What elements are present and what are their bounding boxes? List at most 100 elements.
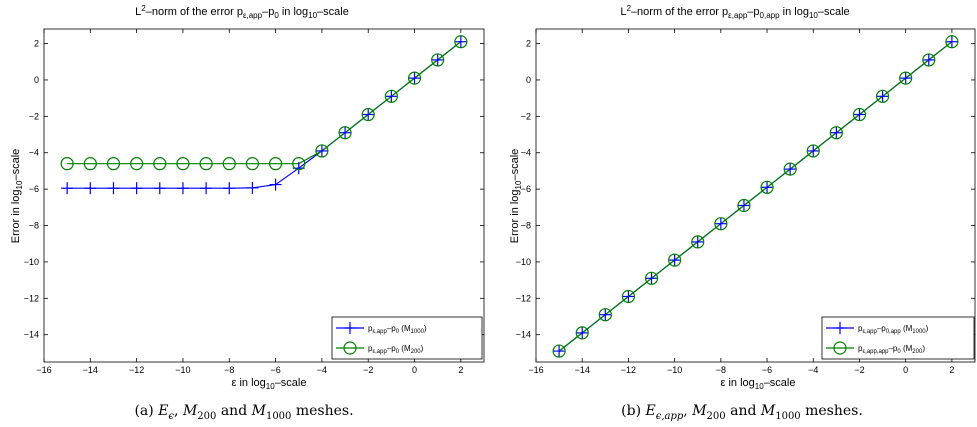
chart-b-series-1-point <box>761 181 774 194</box>
chart-b-xtick-label: −6 <box>762 365 772 375</box>
chart-a-series-1-point <box>269 178 282 191</box>
chart-b-series-1-point <box>599 308 612 321</box>
chart-b-xtick-label: −4 <box>808 365 818 375</box>
chart-b-series-2-line <box>558 41 953 352</box>
chart-a-axes: −16 −14 −12 −10 −8 −6 −4 −2 0 2 2 0 −2 −4 −6 −8 −10 −12 −1… <box>24 28 485 375</box>
chart-a-series-2-point <box>431 53 445 67</box>
chart-b-ytick-label: −14 <box>516 330 531 340</box>
chart-b-series-1-point <box>691 235 704 248</box>
chart-b-xtick-label: −8 <box>716 365 726 375</box>
chart-a-legend-entry-2: pε,app–p0 (M200) <box>368 344 424 355</box>
chart-a-ytick-label: 2 <box>34 39 39 49</box>
chart-b-title: L2–norm of the error pε,app–p0,app in lo… <box>620 4 849 20</box>
chart-a-xtick-label: −10 <box>175 365 190 375</box>
chart-a-series-1-point <box>61 182 74 195</box>
chart-a-series-2-point <box>199 157 213 171</box>
chart-a-series-2-point <box>407 71 422 85</box>
chart-a-series-2-line <box>67 41 462 165</box>
chart-b-ytick-label: −6 <box>521 184 531 194</box>
chart-b-ytick-label: −10 <box>516 257 531 267</box>
chart-b-series-1-point <box>876 90 889 103</box>
chart-b-xtick-label: 2 <box>949 365 954 375</box>
chart-a-ytick-label: 0 <box>34 75 39 85</box>
chart-a-xtick-label: −14 <box>83 365 98 375</box>
chart-a-series-2-point <box>60 157 74 171</box>
chart-a-series <box>60 35 468 195</box>
chart-b-series-2-point <box>621 289 636 304</box>
chart-a-xtick-label: −16 <box>36 365 51 375</box>
chart-a-series-2-point <box>222 157 236 171</box>
chart-a-ylabel: Error in log10–scale <box>10 149 24 244</box>
chart-b: L2–norm of the error pε,app–p0,app in lo… <box>509 4 976 422</box>
chart-a-series-1-point <box>200 182 213 195</box>
chart-b-series-2-point <box>899 71 913 85</box>
chart-b-series-2-point <box>875 89 890 103</box>
chart-a-axes-box <box>43 28 485 363</box>
chart-a-series-2-point <box>454 35 468 49</box>
chart-a-series-1-line <box>67 41 462 189</box>
chart-a-xtick-label: 2 <box>458 365 463 375</box>
chart-a-series-2-point <box>292 157 306 171</box>
chart-a-xtick-label: −12 <box>129 365 144 375</box>
chart-a-series-1-point <box>84 182 97 195</box>
chart-b-series-1-point <box>784 163 797 176</box>
chart-a-series-1-point <box>246 181 259 194</box>
chart-a-legend-sample-2 <box>336 341 364 355</box>
chart-a-series-1-point <box>176 182 189 195</box>
chart-b-series-1-point <box>553 345 566 358</box>
chart-a-series-2-point <box>315 144 329 158</box>
chart-b-series-2-point <box>852 107 867 122</box>
chart-a-xtick-label: −4 <box>317 365 327 375</box>
chart-a-title: L2–norm of the error pε,app–p0 in log10–… <box>135 4 349 20</box>
chart-a-ytick-label: −14 <box>24 330 39 340</box>
chart-a-series-1-point <box>315 144 328 157</box>
chart-b-series-2-point <box>575 326 589 340</box>
chart-a-series-2-point <box>106 157 121 171</box>
chart-b-legend: pε,app–p0,app (M1000) pε,app,app–p0 (M20… <box>821 316 975 360</box>
chart-b-xtick-label: −14 <box>575 365 590 375</box>
chart-a-series-2-point <box>153 157 167 171</box>
chart-b-series-1-point <box>899 72 912 85</box>
chart-a-legend-marker-2 <box>343 341 357 355</box>
chart-b-xtick-label: 0 <box>903 365 908 375</box>
chart-a-series-2-point <box>361 107 375 122</box>
chart-b-series-1-point <box>922 53 935 66</box>
chart-b-xtick-label: −2 <box>854 365 864 375</box>
chart-a-series-1-point <box>339 126 352 139</box>
chart-b-legend-sample-1 <box>826 322 854 334</box>
chart-a-series-2-point <box>176 157 190 171</box>
chart-b-series-1-point <box>807 144 820 157</box>
chart-b-series-2-point <box>922 53 936 67</box>
chart-a-series-1-point <box>223 182 236 195</box>
chart-a-ytick-label: −12 <box>24 293 39 303</box>
chart-b-ytick-label: 0 <box>526 75 531 85</box>
chart-b-series-2-point <box>737 198 751 213</box>
chart-a-legend: pε,app–p0 (M1000) pε,app–p0 (M200) <box>331 316 483 360</box>
chart-a-series-2-point <box>384 89 398 103</box>
chart-a-series-1-point <box>107 182 120 195</box>
chart-a-xlabel: ε in log10–scale <box>232 377 307 391</box>
chart-a-series-1-point <box>454 35 467 48</box>
chart-b-xlabel: ε in log10–scale <box>721 377 796 391</box>
chart-b-xtick-label: −16 <box>528 365 543 375</box>
chart-b-series-1-point <box>714 217 727 230</box>
chart-a-ytick-label: −6 <box>29 184 39 194</box>
chart-a-series-1-point <box>408 72 421 85</box>
chart-b-series-1-point <box>668 254 681 267</box>
chart-b-series-2-point <box>945 35 959 49</box>
chart-b-legend-marker-2 <box>833 341 847 355</box>
chart-b-ytick-label: −12 <box>516 293 531 303</box>
chart-b-ytick-label: −2 <box>521 111 531 121</box>
chart-b-axes: −16 −14 −12 −10 −8 −6 −4 −2 0 2 2 0 −2 −4 −6 −8 −10 −12 −1… <box>516 28 976 375</box>
chart-b-series-1-point <box>622 290 635 303</box>
chart-b-series-1-point <box>853 108 866 121</box>
chart-a-caption: (a) Eϵ, M200 and M1000 meshes. <box>134 403 353 422</box>
chart-b-series <box>552 35 959 358</box>
chart-b-series-2-point <box>714 217 728 231</box>
chart-a-series-1-point <box>130 182 143 195</box>
chart-a-ytick-label: −8 <box>29 221 39 231</box>
chart-b-series-2-point <box>552 344 566 358</box>
chart-b-series-2-point <box>783 162 797 176</box>
chart-a-series-1-point <box>385 90 398 103</box>
